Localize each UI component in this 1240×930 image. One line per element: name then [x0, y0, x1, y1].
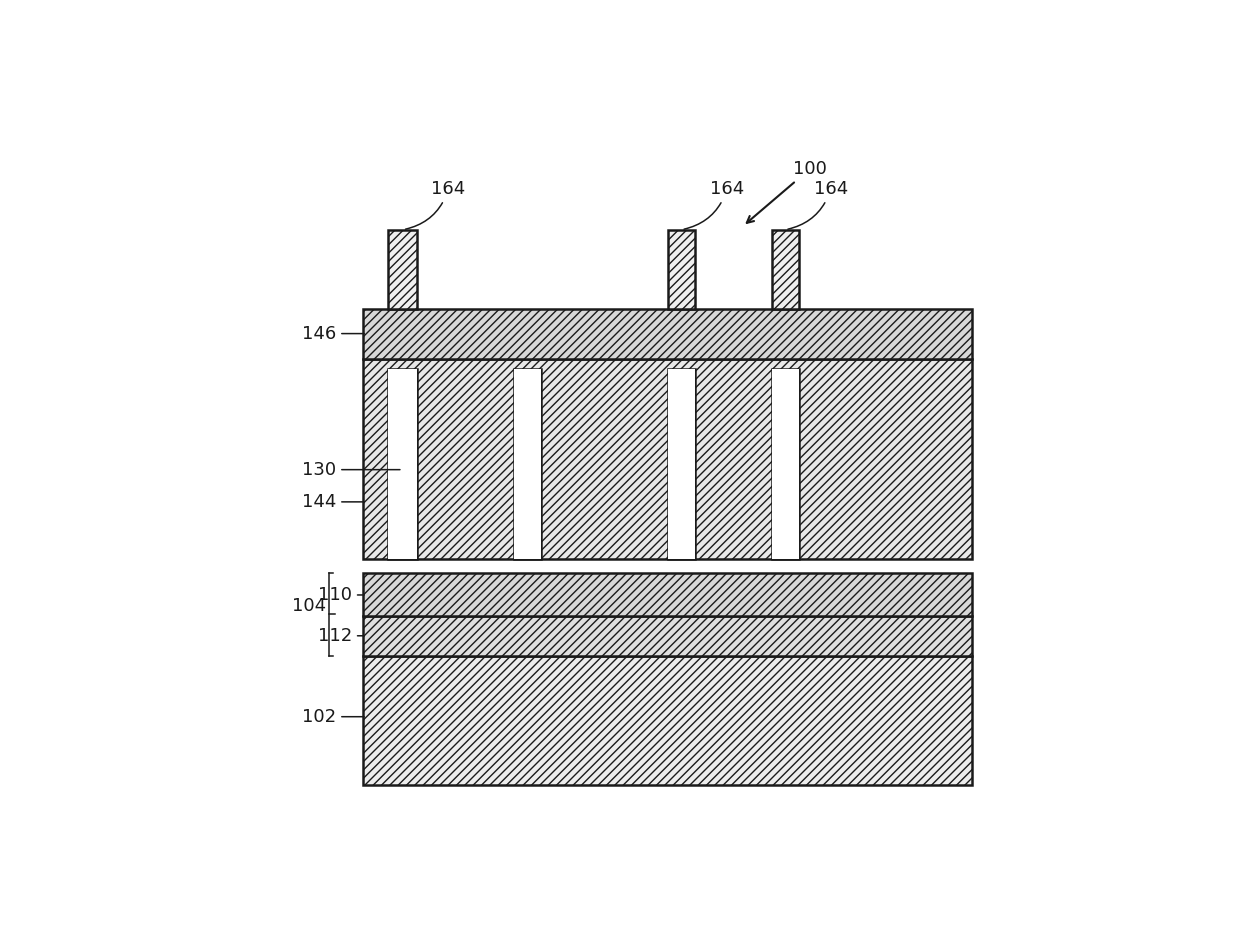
Bar	[771, 369, 799, 559]
Text: 164: 164	[787, 179, 848, 229]
Bar	[667, 369, 694, 559]
Bar	[667, 230, 694, 309]
Bar	[513, 369, 541, 559]
Text: 144: 144	[301, 493, 365, 511]
Bar	[363, 617, 972, 656]
Bar	[667, 369, 694, 559]
Text: 164: 164	[684, 179, 744, 229]
Bar	[771, 230, 799, 309]
Text: 102: 102	[303, 708, 365, 725]
Text: 100: 100	[746, 160, 827, 223]
Text: 146: 146	[301, 325, 365, 342]
Text: 104: 104	[291, 597, 326, 615]
Bar	[388, 230, 417, 309]
Text: 110: 110	[317, 586, 365, 604]
Text: 112: 112	[317, 627, 365, 644]
Bar	[363, 574, 972, 617]
Bar	[388, 369, 417, 559]
Bar	[363, 309, 972, 359]
Bar	[388, 369, 417, 559]
Text: 164: 164	[405, 179, 466, 229]
Bar	[363, 656, 972, 785]
Bar	[513, 369, 541, 559]
Bar	[771, 369, 799, 559]
Text: 130: 130	[303, 460, 401, 479]
Bar	[363, 359, 972, 559]
